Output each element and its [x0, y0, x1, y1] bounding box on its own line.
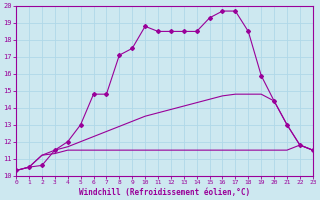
X-axis label: Windchill (Refroidissement éolien,°C): Windchill (Refroidissement éolien,°C)	[79, 188, 250, 197]
